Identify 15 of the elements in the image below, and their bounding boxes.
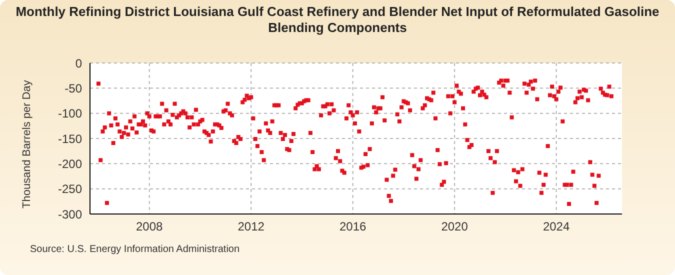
x-tick-label: 2020 bbox=[441, 220, 468, 234]
y-tick-label: -300 bbox=[58, 207, 82, 222]
x-tick-label: 2024 bbox=[542, 220, 570, 234]
x-tick-label: 2012 bbox=[238, 220, 265, 234]
y-tick-label: 0 bbox=[75, 56, 82, 70]
y-tick-label: -250 bbox=[58, 182, 82, 196]
y-tick-label: -200 bbox=[58, 156, 82, 171]
source-note: Source: U.S. Energy Information Administration bbox=[30, 244, 240, 255]
y-tick-label: -100 bbox=[58, 106, 82, 121]
y-axis-title: Thousand Barrels per Day bbox=[20, 80, 33, 208]
y-tick-label: -50 bbox=[64, 81, 82, 96]
chart-title: Monthly Refining District Louisiana Gulf Coast Refinery and Blender Net Input of Reformulated Gasoline Blending Components bbox=[14, 4, 660, 36]
x-tick-label: 2016 bbox=[339, 220, 366, 234]
y-tick-label: -150 bbox=[58, 132, 82, 146]
x-tick-label: 2008 bbox=[136, 220, 164, 234]
